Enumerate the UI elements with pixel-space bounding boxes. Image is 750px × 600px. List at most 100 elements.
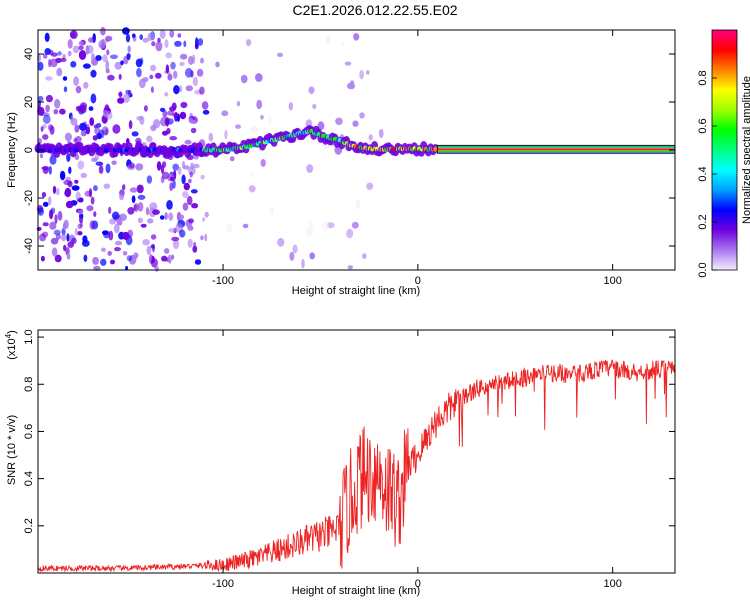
spectrogram-cell	[37, 95, 44, 102]
spectrogram-cell	[63, 179, 71, 186]
spectrogram-cell	[163, 248, 170, 254]
spectrogram-cell	[53, 109, 59, 115]
spectrogram-y-ticks: -40 -20 0 20 40	[23, 48, 675, 254]
spectrogram-cell	[356, 200, 361, 210]
y-tick-label: 0	[23, 147, 35, 153]
spectrogram-cell	[236, 101, 241, 107]
spectrogram-cell	[68, 166, 72, 174]
spectrogram-cell	[93, 211, 97, 218]
spectrogram-cell	[48, 196, 52, 206]
spectrogram-cell	[174, 40, 182, 47]
spectrogram-cell	[57, 51, 62, 56]
spectrogram-cell	[49, 209, 54, 220]
spectrogram-cell	[93, 185, 98, 192]
spectrogram-cell	[98, 165, 104, 174]
spectrogram-cell	[172, 179, 176, 189]
spectrogram-cell	[173, 170, 177, 180]
spectrogram-cell	[134, 252, 139, 258]
spectrogram-cell	[54, 214, 58, 224]
spectrogram-cell	[129, 93, 133, 98]
spectrogram-cell	[79, 122, 87, 131]
spectrogram-cell	[165, 52, 172, 59]
colorbar-gradient	[711, 29, 738, 271]
spectrogram-cell	[53, 229, 61, 236]
spectrogram-cell	[116, 220, 123, 226]
spectrogram-cell	[362, 253, 367, 259]
y-tick-label: -20	[23, 190, 35, 206]
spectrogram-cell	[190, 189, 198, 194]
spectrogram-cell	[126, 53, 131, 61]
spectrogram-cell	[195, 37, 199, 47]
spectrogram-cell	[37, 207, 44, 216]
spectrogram-cell	[188, 178, 192, 184]
spectrogram-cell	[254, 73, 263, 82]
spectrogram-cell	[208, 132, 214, 142]
spectrogram-cell	[54, 98, 61, 109]
spectrogram-cell	[164, 212, 168, 221]
spectrogram-cell	[200, 57, 204, 64]
spectrogram-cell	[183, 182, 190, 191]
spectrogram-cell	[118, 73, 122, 80]
spectrogram-cell	[125, 33, 131, 43]
spectrogram-cell	[137, 194, 146, 200]
spectrogram-cell	[100, 26, 106, 36]
spectrogram-cell	[269, 206, 274, 216]
spectrogram-cell	[168, 212, 174, 221]
spectrogram-cell	[192, 163, 200, 169]
spectrogram-cell	[143, 105, 148, 112]
spectrogram-cell	[308, 86, 315, 94]
spectrogram-cell	[156, 161, 162, 171]
spectrogram-cell	[169, 106, 176, 112]
spectrogram-cell	[347, 82, 355, 90]
spectrogram-cell	[88, 106, 94, 111]
spectrogram-cell	[139, 34, 143, 40]
spectrogram-cell	[277, 237, 285, 247]
spectrogram-cell	[73, 76, 79, 86]
spectrogram-cell	[149, 74, 154, 80]
spectrogram-cell	[37, 106, 45, 116]
spectrogram-cell	[260, 114, 264, 120]
y-tick-label: 40	[23, 48, 35, 60]
spectrogram-cell	[346, 228, 354, 239]
spectrogram-cell	[162, 110, 168, 118]
spectrogram-cell	[179, 85, 183, 93]
spectrogram-cell	[171, 236, 180, 242]
spectrogram-cell	[182, 202, 189, 211]
spectrogram-cell	[70, 61, 77, 68]
spectrogram-cell	[164, 39, 169, 49]
spectrogram-cell	[179, 111, 187, 120]
spectrogram-cell	[317, 121, 325, 131]
spectrogram-cell	[86, 45, 94, 54]
spectrogram-cell	[146, 135, 153, 143]
spectrogram-cell	[70, 32, 76, 38]
y-tick-label: 0.2	[23, 518, 35, 533]
x-tick-label: -100	[212, 275, 234, 287]
spectrogram-cell	[157, 37, 161, 43]
spectrogram-cell	[122, 93, 130, 103]
spectrogram-cell	[341, 41, 345, 46]
spectrogram-cell	[179, 61, 185, 67]
spectrogram-cell	[92, 256, 99, 265]
spectrogram-cell	[111, 211, 120, 220]
colorbar-tick-label: 0.2	[697, 214, 709, 229]
spectrogram-cell	[57, 210, 63, 221]
spectrogram-cell	[177, 166, 182, 175]
spectrogram-cell	[368, 134, 373, 141]
spectrogram-cell	[37, 138, 43, 145]
spectrogram-cell	[80, 129, 86, 137]
spectrogram-cell	[42, 114, 51, 124]
spectrogram-cell	[135, 137, 142, 144]
spectrogram-cell	[103, 183, 111, 189]
spectrogram-cell	[180, 101, 188, 109]
spectrogram-cell	[289, 251, 295, 261]
spectrogram-cell	[173, 85, 180, 95]
snr-x-ticks: -100 0 100	[212, 330, 622, 590]
spectrogram-cell	[47, 124, 54, 131]
spectrogram-cell	[301, 258, 305, 269]
spectrogram-cell	[77, 223, 83, 229]
spectrogram-cell	[197, 38, 204, 46]
spectrogram-cell	[90, 93, 97, 104]
spectrogram-cell	[147, 218, 154, 224]
spectrogram-cell	[100, 258, 107, 266]
